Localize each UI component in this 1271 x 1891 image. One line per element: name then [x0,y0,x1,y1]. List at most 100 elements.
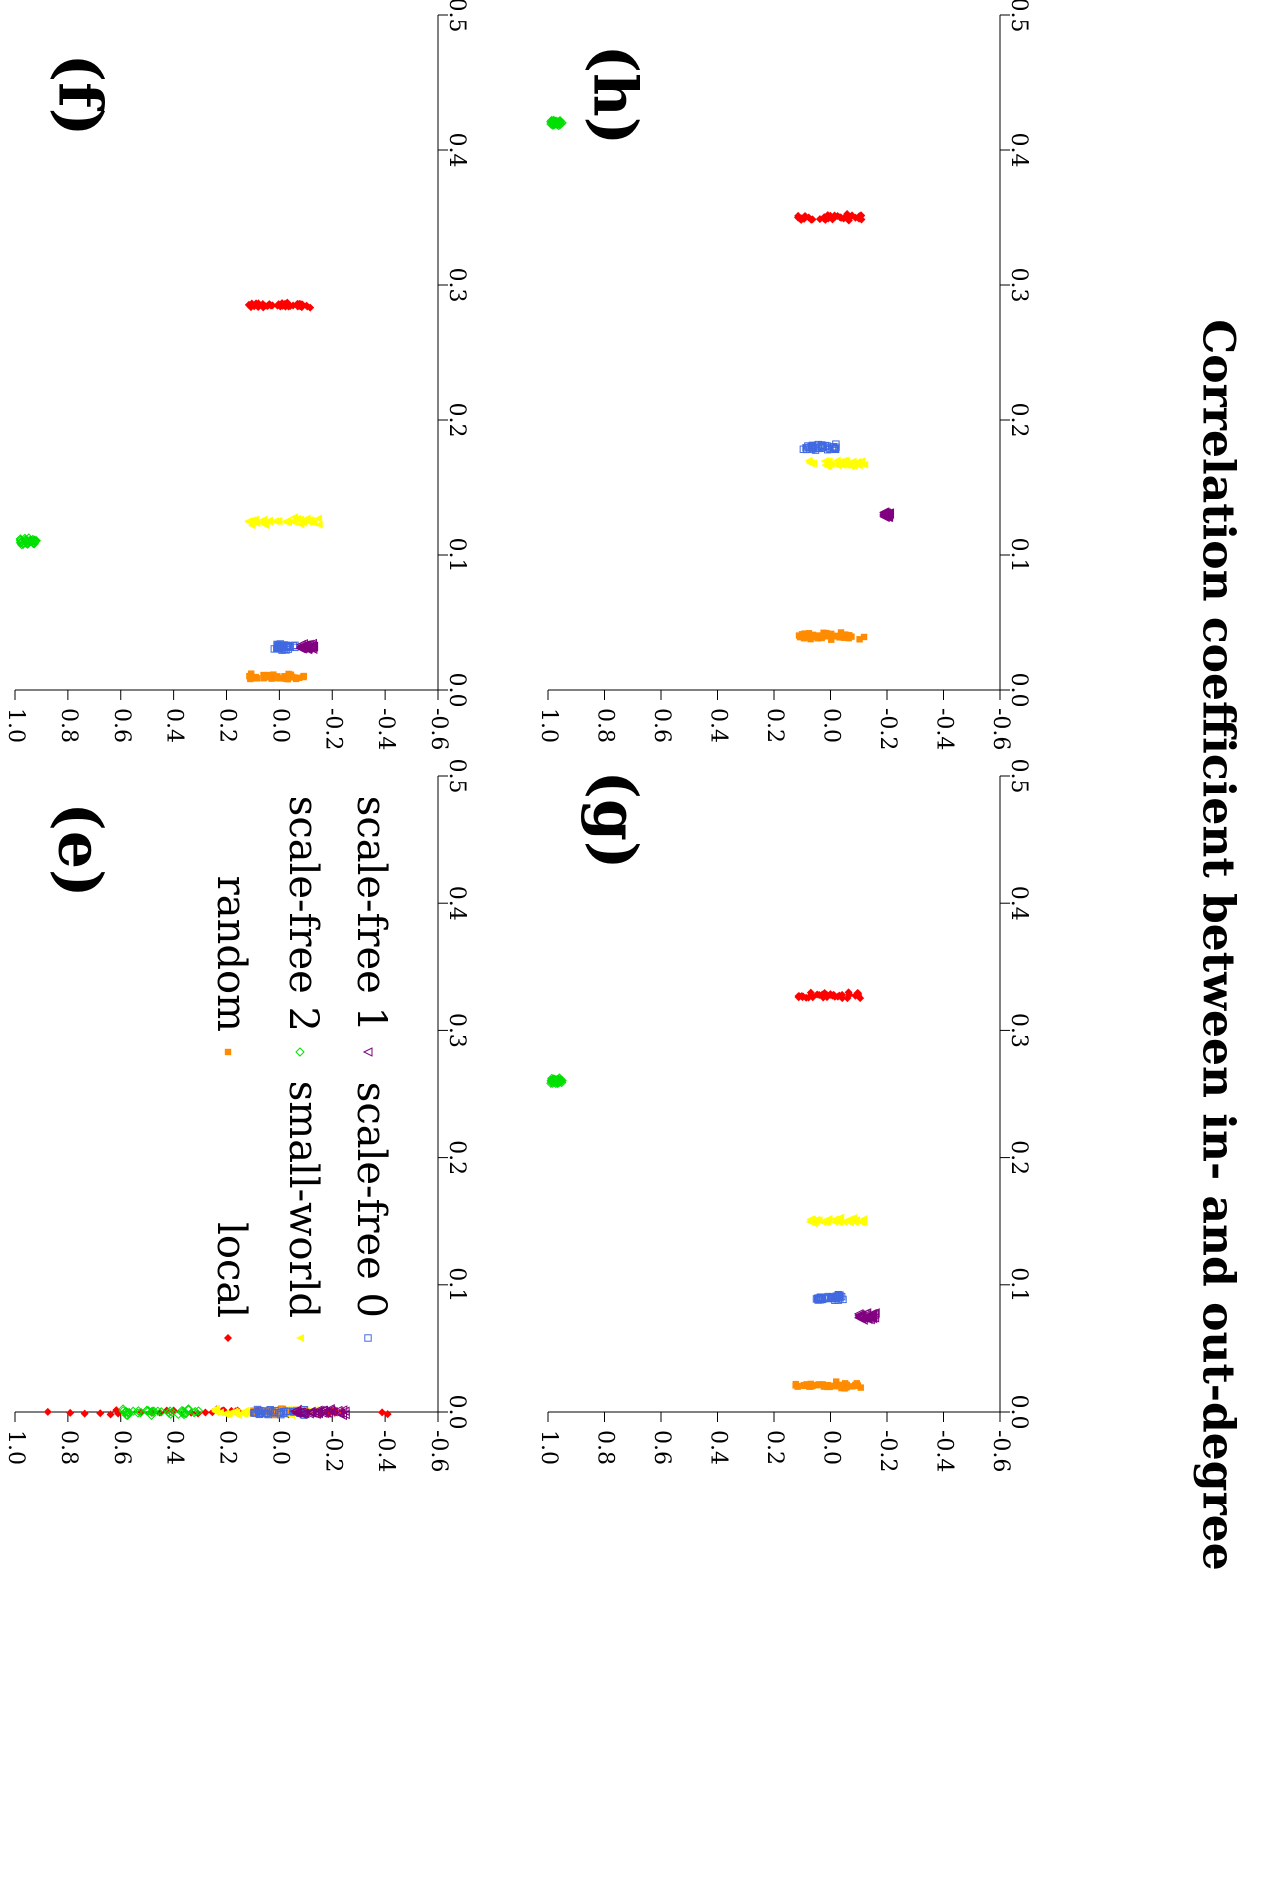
data-point [190,1406,200,1417]
data-point [845,1215,854,1224]
x-tick-label: 0.1 [1006,1267,1031,1302]
data-point [835,457,844,466]
data-point [224,1048,232,1056]
legend-label: scale-free 2 [280,796,326,1032]
data-point [133,1408,143,1418]
series-scale-free-1 [295,638,319,655]
data-point [553,1075,564,1086]
data-point [836,1294,844,1302]
chart-panel: 1.0 0.8 0.6 0.4 0.2 0.0 -0.2 -0.4 -0.60.00.10.20… [536,0,1031,750]
data-point [844,988,853,997]
data-point [282,675,289,682]
data-point [838,1384,845,1392]
data-point [815,1381,823,1389]
data-point [224,1334,232,1342]
data-point [857,211,866,220]
y-tick-label: 0.2 [215,1430,240,1465]
data-point [148,1407,158,1417]
data-point [861,1312,872,1323]
data-point [824,1383,831,1391]
x-tick-label: 0.0 [1006,1395,1031,1430]
data-point [792,1380,800,1388]
data-point [337,1410,347,1421]
x-tick-label: 0.4 [1006,133,1031,168]
panel-label: (h) [580,45,650,145]
data-point [277,1410,285,1419]
data-point [831,444,839,453]
data-point [801,630,808,637]
data-point [836,1213,845,1222]
data-point [814,1296,822,1304]
data-point [339,1406,350,1417]
x-tick-label: 0.3 [444,268,469,303]
data-point [305,1406,316,1417]
data-point [860,460,869,469]
data-point [843,1384,850,1391]
data-point [854,1311,865,1321]
data-point [302,514,311,523]
data-point [258,299,267,308]
y-tick-label: -0.6 [426,708,451,750]
x-tick-label: 0.3 [1006,1013,1031,1048]
data-point [816,1295,825,1303]
y-tick-label: 0.0 [267,708,292,743]
data-point [880,512,890,522]
x-tick-label: 0.5 [444,759,469,794]
y-tick-label: 1.0 [536,708,561,743]
data-point [833,633,841,640]
data-point [857,1384,864,1391]
data-point [16,537,26,547]
x-tick-label: 0.3 [444,1013,469,1048]
data-point [24,533,34,543]
data-point [804,1381,811,1389]
data-point [870,1308,880,1318]
data-point [830,1215,839,1224]
series-scale-free-0 [812,1290,847,1304]
x-tick-label: 0.0 [1006,673,1031,708]
x-tick-label: 0.0 [444,673,469,708]
data-point [827,1294,835,1303]
data-point [833,211,842,220]
y-tick-label: 0.2 [762,708,787,743]
data-point [295,1047,305,1057]
data-point [260,672,267,679]
data-point [211,1407,220,1416]
y-tick-label: -0.2 [320,708,345,750]
x-tick-label: 0.1 [444,1267,469,1302]
data-point [178,1406,189,1416]
data-point [274,673,281,680]
chart-panel: 1.0 0.8 0.6 0.4 0.2 0.0 -0.2 -0.4 -0.60.00.10.20… [536,759,1031,1473]
panel-label: (g) [580,771,650,870]
data-point [844,459,853,468]
x-tick-label: 0.4 [444,886,469,921]
data-point [252,673,259,681]
x-tick-label: 0.3 [1006,268,1031,303]
data-point [805,630,813,637]
y-tick-label: 0.2 [762,1430,787,1465]
data-point [181,1408,191,1419]
data-point [824,632,832,640]
data-point [225,1409,234,1418]
x-tick-label: 0.2 [444,403,469,438]
data-point [879,510,889,521]
data-point [318,1405,329,1416]
data-point [549,116,560,126]
data-point [852,1381,859,1389]
y-tick-label: -0.4 [932,1430,957,1472]
y-tick-label: -0.6 [988,708,1013,750]
data-point [296,641,307,651]
data-point [255,1410,264,1419]
data-point [806,459,815,468]
y-tick-label: 0.6 [109,708,134,743]
data-point [299,518,308,527]
series-scale-free-2 [546,115,567,131]
data-point [167,1407,177,1417]
data-point [832,1293,840,1301]
series-scale-free-1 [853,1308,880,1325]
data-point [122,1407,133,1418]
x-tick-label: 0.4 [444,133,469,168]
data-point [808,1382,815,1389]
y-tick-label: 0.4 [162,708,187,743]
data-point [270,671,277,678]
data-point [306,641,317,651]
